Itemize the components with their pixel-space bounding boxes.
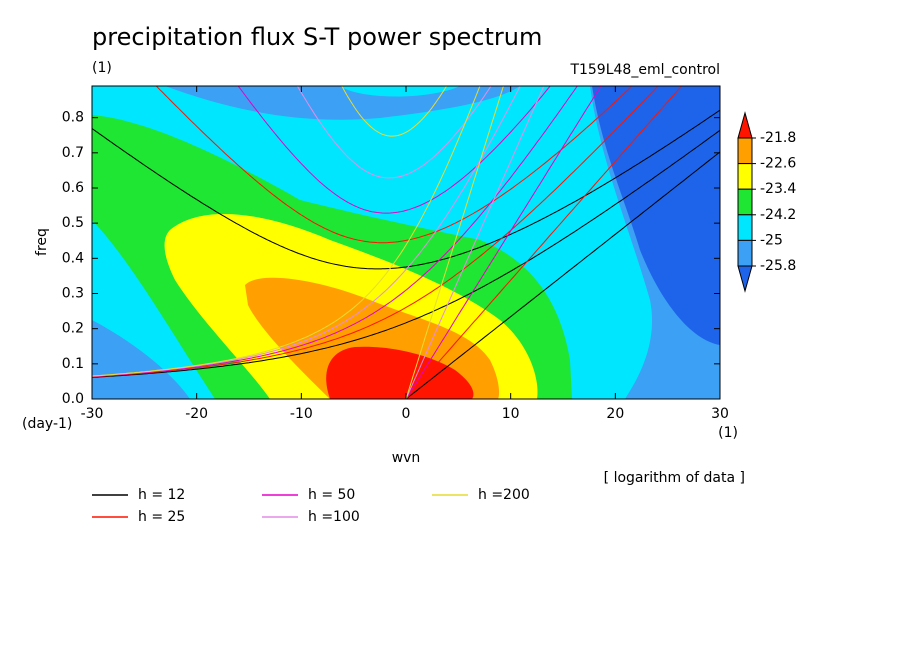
y-unit: (day-1) xyxy=(22,416,72,432)
dispersion-curves xyxy=(92,86,720,399)
dispersion-curve xyxy=(92,109,720,270)
colorbar-box xyxy=(737,188,753,216)
y-tick-label: 0.0 xyxy=(62,391,84,407)
y-tick-label: 0.5 xyxy=(62,215,84,231)
x-tick-label: 30 xyxy=(711,406,729,422)
x-tick-label: -20 xyxy=(185,406,208,422)
legend: h = 12 h = 25 h = 50 h =100 h =200 xyxy=(92,487,530,525)
dispersion-curve xyxy=(341,86,448,137)
axes: -30 -20 -10 0 10 20 30 0.0 0.1 0.2 0.3 0.4 0.5 0.6 0.7… xyxy=(62,86,729,422)
dispersion-curve xyxy=(405,86,683,399)
contour-fill xyxy=(326,346,474,399)
dispersion-curve xyxy=(296,86,492,179)
colorbar: -21.8 -22.6 -23.4 -24.2 -25 -25.8 xyxy=(737,111,796,293)
dispersion-curve xyxy=(92,86,659,378)
colorbar-label: -23.4 xyxy=(760,181,796,197)
legend-label: h = 50 xyxy=(308,487,355,503)
colorbar-cap xyxy=(737,111,753,139)
colorbar-label: -22.6 xyxy=(760,156,796,172)
dispersion-curve xyxy=(92,129,720,378)
x-tick-label: 20 xyxy=(606,406,624,422)
x-tick-label: -30 xyxy=(81,406,104,422)
contour-fill xyxy=(340,86,460,97)
subtitle: (1) xyxy=(92,60,112,76)
legend-label: h = 25 xyxy=(138,509,185,525)
y-tick-label: 0.8 xyxy=(62,110,84,126)
dispersion-curve xyxy=(92,86,521,377)
run-label: T159L48_eml_control xyxy=(569,62,720,78)
x-unit: (1) xyxy=(718,425,738,441)
dispersion-curve xyxy=(405,151,720,399)
dispersion-curve xyxy=(405,86,545,399)
y-tick-label: 0.3 xyxy=(62,285,84,301)
note: [ logarithm of data ] xyxy=(604,470,745,486)
x-tick-label: 0 xyxy=(402,406,411,422)
colorbar-label: -24.2 xyxy=(760,207,796,223)
legend-label: h =100 xyxy=(308,509,360,525)
y-tick-label: 0.1 xyxy=(62,356,84,372)
y-tick-label: 0.7 xyxy=(62,145,84,161)
dispersion-curve xyxy=(92,86,578,377)
colorbar-box xyxy=(737,214,753,241)
y-tick-label: 0.6 xyxy=(62,180,84,196)
x-tick-label: -10 xyxy=(290,406,313,422)
y-tick-label: 0.4 xyxy=(62,250,84,266)
colorbar-box xyxy=(737,163,753,190)
colorbar-box xyxy=(737,137,753,165)
colorbar-cap xyxy=(737,265,753,293)
colorbar-box xyxy=(737,239,753,267)
y-axis-label: freq xyxy=(34,228,50,256)
dispersion-curve xyxy=(405,86,504,399)
contour-fill xyxy=(590,86,720,345)
plot-area xyxy=(92,86,720,399)
colorbar-label: -25.8 xyxy=(760,258,796,274)
dispersion-curve xyxy=(155,86,633,244)
colorbar-label: -25 xyxy=(760,232,783,248)
x-axis-label: wvn xyxy=(392,450,421,466)
colorbar-label: -21.8 xyxy=(760,130,796,146)
dispersion-curve xyxy=(237,86,551,214)
x-tick-label: 10 xyxy=(502,406,520,422)
dispersion-curve xyxy=(92,86,481,377)
dispersion-curve xyxy=(405,86,602,399)
y-tick-label: 0.2 xyxy=(62,321,84,337)
legend-label: h =200 xyxy=(478,487,530,503)
legend-label: h = 12 xyxy=(138,487,185,503)
chart-title: precipitation flux S-T power spectrum xyxy=(92,23,542,51)
